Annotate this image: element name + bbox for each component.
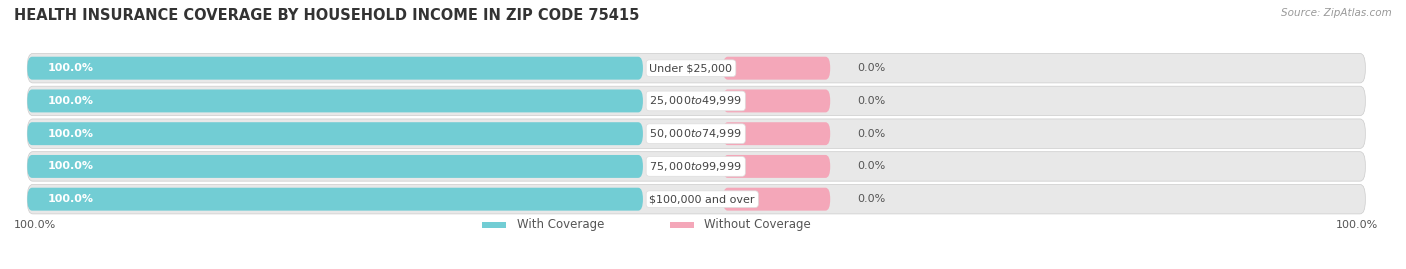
- FancyBboxPatch shape: [27, 86, 1365, 116]
- FancyBboxPatch shape: [723, 122, 830, 145]
- Text: HEALTH INSURANCE COVERAGE BY HOUSEHOLD INCOME IN ZIP CODE 75415: HEALTH INSURANCE COVERAGE BY HOUSEHOLD I…: [14, 8, 640, 23]
- FancyBboxPatch shape: [723, 155, 830, 178]
- FancyBboxPatch shape: [27, 155, 643, 178]
- FancyBboxPatch shape: [27, 185, 1365, 214]
- FancyBboxPatch shape: [482, 222, 506, 228]
- Text: $50,000 to $74,999: $50,000 to $74,999: [650, 127, 742, 140]
- FancyBboxPatch shape: [27, 119, 1365, 148]
- Text: Under $25,000: Under $25,000: [650, 63, 733, 73]
- FancyBboxPatch shape: [27, 188, 643, 211]
- Text: $100,000 and over: $100,000 and over: [650, 194, 755, 204]
- Text: 100.0%: 100.0%: [48, 194, 94, 204]
- Text: 100.0%: 100.0%: [48, 96, 94, 106]
- Text: Source: ZipAtlas.com: Source: ZipAtlas.com: [1281, 8, 1392, 18]
- FancyBboxPatch shape: [27, 152, 1365, 181]
- Text: 0.0%: 0.0%: [856, 161, 886, 171]
- Text: 0.0%: 0.0%: [856, 63, 886, 73]
- Text: 100.0%: 100.0%: [48, 161, 94, 171]
- FancyBboxPatch shape: [27, 90, 643, 112]
- Text: 100.0%: 100.0%: [1336, 220, 1378, 230]
- FancyBboxPatch shape: [669, 222, 693, 228]
- FancyBboxPatch shape: [723, 57, 830, 80]
- FancyBboxPatch shape: [27, 122, 643, 145]
- FancyBboxPatch shape: [723, 188, 830, 211]
- Text: $25,000 to $49,999: $25,000 to $49,999: [650, 94, 742, 107]
- Text: 0.0%: 0.0%: [856, 129, 886, 139]
- FancyBboxPatch shape: [723, 90, 830, 112]
- Text: 100.0%: 100.0%: [48, 129, 94, 139]
- Text: 100.0%: 100.0%: [48, 63, 94, 73]
- Text: 0.0%: 0.0%: [856, 194, 886, 204]
- FancyBboxPatch shape: [27, 57, 643, 80]
- Text: 0.0%: 0.0%: [856, 96, 886, 106]
- Text: $75,000 to $99,999: $75,000 to $99,999: [650, 160, 742, 173]
- Text: Without Coverage: Without Coverage: [704, 218, 811, 231]
- Text: With Coverage: With Coverage: [517, 218, 605, 231]
- FancyBboxPatch shape: [27, 54, 1365, 83]
- Text: 100.0%: 100.0%: [14, 220, 56, 230]
